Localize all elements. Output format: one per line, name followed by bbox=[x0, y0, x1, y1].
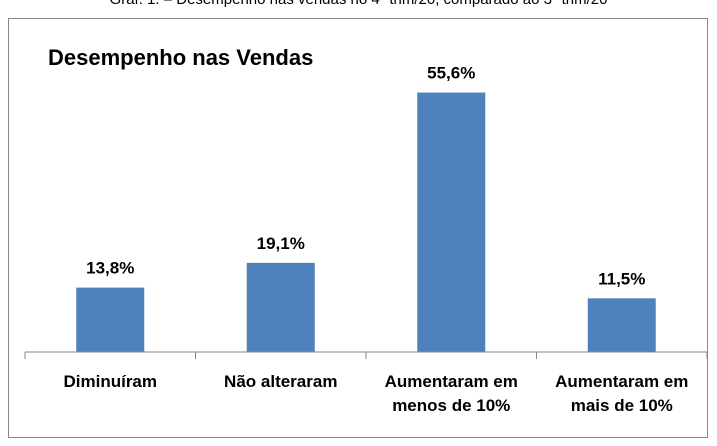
data-label: 11,5% bbox=[598, 269, 645, 288]
data-label: 19,1% bbox=[257, 234, 305, 253]
bar bbox=[76, 287, 145, 352]
chart-frame bbox=[8, 18, 708, 438]
x-tick-label: Diminuíram bbox=[63, 372, 158, 391]
bar bbox=[417, 92, 486, 353]
data-label: 55,6% bbox=[427, 64, 475, 83]
chart-title: Desempenho nas Vendas bbox=[48, 45, 313, 70]
x-tick-label: Não alteraram bbox=[224, 372, 338, 391]
bar bbox=[587, 298, 656, 352]
data-label: 13,8% bbox=[86, 259, 134, 278]
caption: Gráf. 1. – Desempenho nas vendas no 4º t… bbox=[0, 0, 717, 8]
x-tick-label: Aumentaram em mais de 10% bbox=[555, 372, 689, 415]
x-tick-label: Aumentaram em menos de 10% bbox=[384, 372, 518, 415]
bar bbox=[246, 262, 315, 352]
